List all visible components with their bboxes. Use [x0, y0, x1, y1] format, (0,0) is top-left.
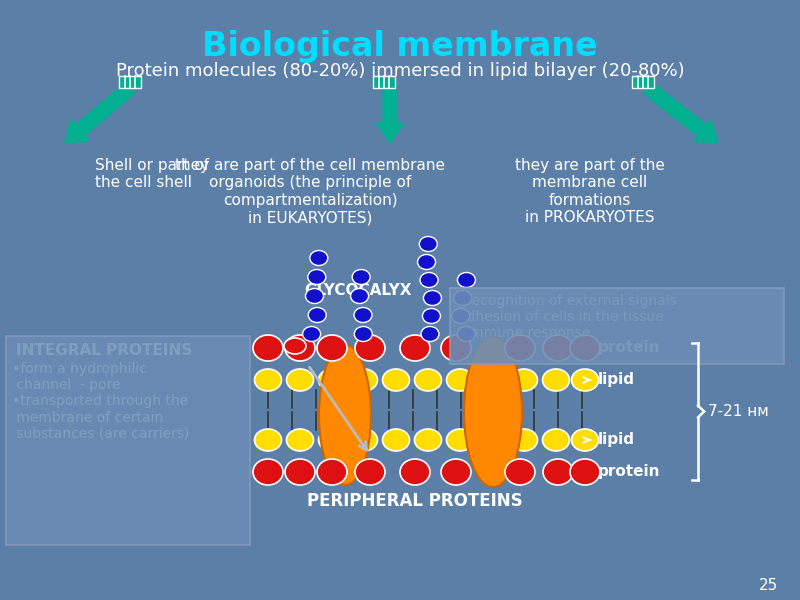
Ellipse shape	[400, 459, 430, 485]
Ellipse shape	[441, 459, 471, 485]
Ellipse shape	[505, 459, 535, 485]
Text: lipid: lipid	[598, 372, 635, 387]
Ellipse shape	[355, 335, 385, 361]
Ellipse shape	[458, 272, 475, 287]
Ellipse shape	[308, 307, 326, 323]
Ellipse shape	[382, 429, 410, 451]
Text: •recognition of external signals
adhesion of cells in the tissue
•immune respons: •recognition of external signals adhesio…	[458, 294, 677, 340]
Ellipse shape	[319, 345, 371, 485]
Ellipse shape	[422, 308, 441, 323]
Text: Protein molecules (80-20%) immersed in lipid bilayer (20-80%): Protein molecules (80-20%) immersed in l…	[116, 62, 684, 80]
Ellipse shape	[478, 429, 506, 451]
Ellipse shape	[414, 369, 442, 391]
Ellipse shape	[310, 251, 328, 265]
Ellipse shape	[510, 369, 538, 391]
Text: Biological membrane: Biological membrane	[202, 30, 598, 63]
FancyArrow shape	[376, 88, 404, 143]
Ellipse shape	[542, 369, 570, 391]
FancyArrow shape	[65, 83, 134, 143]
Ellipse shape	[454, 290, 472, 305]
Ellipse shape	[423, 290, 442, 305]
Text: PERIPHERAL PROTEINS: PERIPHERAL PROTEINS	[307, 492, 523, 510]
Ellipse shape	[318, 429, 346, 451]
Ellipse shape	[318, 369, 346, 391]
Text: Shell or part of
the cell shell: Shell or part of the cell shell	[95, 158, 209, 190]
Ellipse shape	[352, 269, 370, 284]
Ellipse shape	[446, 429, 474, 451]
Text: INTEGRAL PROTEINS: INTEGRAL PROTEINS	[16, 343, 192, 358]
Ellipse shape	[571, 369, 598, 391]
Ellipse shape	[350, 369, 378, 391]
Ellipse shape	[570, 335, 600, 361]
Ellipse shape	[285, 335, 315, 361]
Ellipse shape	[458, 326, 475, 341]
FancyArrow shape	[644, 82, 718, 143]
Bar	[373, 76, 395, 88]
Ellipse shape	[382, 369, 410, 391]
Ellipse shape	[306, 289, 323, 304]
Ellipse shape	[446, 369, 474, 391]
Ellipse shape	[350, 429, 378, 451]
Ellipse shape	[452, 308, 470, 323]
Ellipse shape	[308, 269, 326, 284]
Ellipse shape	[253, 459, 283, 485]
Ellipse shape	[254, 369, 282, 391]
Bar	[632, 76, 654, 88]
Text: GLYCOCALYX: GLYCOCALYX	[304, 283, 412, 298]
Ellipse shape	[317, 335, 347, 361]
Text: protein: protein	[598, 340, 661, 355]
Ellipse shape	[441, 335, 471, 361]
Ellipse shape	[253, 335, 283, 361]
Ellipse shape	[570, 459, 600, 485]
Ellipse shape	[420, 272, 438, 287]
Ellipse shape	[543, 335, 573, 361]
FancyBboxPatch shape	[450, 288, 784, 364]
Ellipse shape	[284, 338, 306, 354]
Ellipse shape	[464, 337, 522, 487]
Ellipse shape	[286, 429, 314, 451]
Ellipse shape	[350, 289, 369, 304]
Ellipse shape	[418, 254, 435, 269]
Ellipse shape	[400, 335, 430, 361]
Ellipse shape	[302, 326, 321, 341]
Ellipse shape	[510, 429, 538, 451]
Ellipse shape	[414, 429, 442, 451]
Ellipse shape	[543, 459, 573, 485]
Text: 25: 25	[758, 578, 778, 593]
Ellipse shape	[478, 369, 506, 391]
Text: •form a hydrophilic
 channel  - pore
•transported through the
 membrane of certa: •form a hydrophilic channel - pore •tran…	[12, 362, 190, 441]
Ellipse shape	[419, 236, 438, 251]
Text: protein: protein	[598, 464, 661, 479]
Ellipse shape	[505, 335, 535, 361]
FancyBboxPatch shape	[6, 336, 250, 545]
Ellipse shape	[285, 459, 315, 485]
Ellipse shape	[571, 429, 598, 451]
Ellipse shape	[421, 326, 439, 341]
Text: they are part of the cell membrane
organoids (the principle of
compartmentalizat: they are part of the cell membrane organ…	[175, 158, 445, 225]
Text: 7-21 нм: 7-21 нм	[708, 403, 769, 419]
Ellipse shape	[354, 307, 372, 323]
Bar	[119, 76, 141, 88]
Ellipse shape	[254, 429, 282, 451]
Ellipse shape	[317, 459, 347, 485]
Ellipse shape	[354, 326, 372, 341]
Ellipse shape	[355, 459, 385, 485]
Text: lipid: lipid	[598, 432, 635, 447]
Ellipse shape	[286, 369, 314, 391]
Text: they are part of the
membrane cell
formations
in PROKARYOTES: they are part of the membrane cell forma…	[515, 158, 665, 225]
Ellipse shape	[542, 429, 570, 451]
